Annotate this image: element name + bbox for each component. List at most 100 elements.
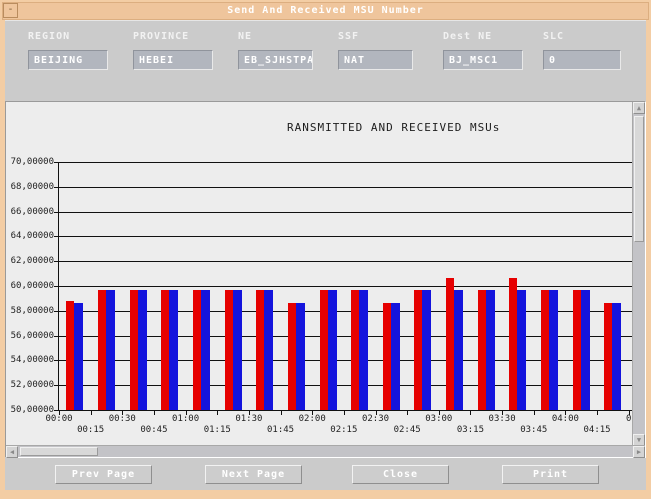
bar-received <box>295 302 305 410</box>
gridline <box>59 186 633 188</box>
scroll-left-icon[interactable]: ◀ <box>6 446 18 458</box>
form-group-ssf: SSF NAT <box>338 31 428 70</box>
province-field[interactable]: HEBEI <box>133 50 213 70</box>
window-menu-button[interactable]: - <box>3 3 18 18</box>
bar-transmitted <box>224 290 233 410</box>
form-group-region: REGION BEIJING <box>28 31 118 70</box>
form-group-slc: SLC 0 <box>543 31 633 70</box>
y-axis-tick <box>54 211 58 213</box>
x-axis-tick <box>185 411 187 415</box>
gridline <box>59 261 633 263</box>
ne-label: NE <box>238 31 253 42</box>
bar-transmitted <box>382 302 391 410</box>
y-axis-tick <box>54 385 58 387</box>
ssf-label: SSF <box>338 31 360 42</box>
gridline <box>59 286 633 287</box>
bar-transmitted <box>446 277 455 410</box>
ne-field[interactable]: EB_SJHSTPA <box>238 50 313 70</box>
x-axis-tick <box>565 411 567 415</box>
next-page-button[interactable]: Next Page <box>205 465 302 484</box>
vertical-scrollbar[interactable]: ▲ ▼ <box>632 102 645 446</box>
x-axis-tick <box>248 411 250 415</box>
horizontal-scrollbar-thumb[interactable] <box>20 447 98 456</box>
y-axis-tick <box>54 335 58 337</box>
horizontal-scrollbar[interactable]: ◀ ▶ <box>6 445 645 458</box>
bar-received <box>390 302 400 410</box>
bar-received <box>580 290 590 410</box>
bar-received <box>612 302 622 410</box>
y-axis-label: 56,00000 <box>10 330 54 341</box>
x-axis-tick <box>90 411 92 415</box>
gridline <box>59 236 633 238</box>
y-axis-tick <box>54 286 58 287</box>
gridline <box>59 310 633 312</box>
y-axis-label: 60,00000 <box>10 281 54 291</box>
bar-transmitted <box>97 290 106 410</box>
x-axis-label: 00:30 <box>108 414 136 424</box>
bar-received <box>327 290 337 410</box>
bar-received <box>137 290 147 410</box>
x-axis-tick <box>628 411 630 415</box>
form-group-ne: NE EB_SJHSTPA <box>238 31 328 70</box>
bar-transmitted <box>256 290 265 410</box>
x-axis-tick <box>597 411 599 415</box>
region-label: REGION <box>28 31 71 42</box>
bar-transmitted <box>319 290 328 410</box>
window-titlebar[interactable]: Send And Received MSU Number <box>2 2 649 20</box>
y-axis-tick <box>54 410 58 411</box>
region-field[interactable]: BEIJING <box>28 50 108 70</box>
gridline <box>59 211 633 213</box>
scroll-right-icon[interactable]: ▶ <box>633 446 645 458</box>
dest-ne-field[interactable]: BJ_MSC1 <box>443 50 523 70</box>
bar-received <box>549 290 559 410</box>
window-title: Send And Received MSU Number <box>227 5 424 16</box>
x-axis-label: 03:45 <box>520 425 548 435</box>
y-axis-label: 70,00000 <box>10 157 54 167</box>
y-axis-tick <box>54 236 58 238</box>
y-axis-label: 62,00000 <box>10 256 54 267</box>
x-axis-label: 02:30 <box>361 414 390 424</box>
close-button[interactable]: Close <box>352 465 449 484</box>
bar-received <box>169 290 179 410</box>
chart-panel: RANSMITTED AND RECEIVED MSUs 70,00000 68,… <box>5 101 646 458</box>
vertical-scrollbar-thumb[interactable] <box>634 116 644 242</box>
bar-received <box>517 290 527 410</box>
bar-transmitted <box>161 290 170 410</box>
x-axis-tick <box>470 411 472 415</box>
x-axis-tick <box>312 411 314 415</box>
bar-received <box>105 290 115 410</box>
x-axis-label: 01:00 <box>172 414 200 424</box>
x-axis-label: 04:00 <box>551 414 579 424</box>
bar-received <box>232 290 242 410</box>
x-axis-tick <box>438 411 440 415</box>
ssf-field[interactable]: NAT <box>338 50 413 70</box>
y-axis-label: 64,00000 <box>10 231 54 242</box>
y-axis-label: 54,00000 <box>10 355 54 366</box>
x-axis-label: 00:45 <box>140 425 168 435</box>
form-group-dest-ne: Dest NE BJ_MSC1 <box>443 31 533 70</box>
x-axis-label: 0 <box>625 414 632 424</box>
y-axis-label: 58,00000 <box>10 305 54 316</box>
bar-transmitted <box>509 277 518 410</box>
bar-transmitted <box>604 302 613 410</box>
x-axis-tick <box>407 411 409 415</box>
y-axis-label: 50,00000 <box>10 405 54 415</box>
x-axis-tick <box>280 411 282 415</box>
x-axis-tick <box>59 411 60 415</box>
chart-title: RANSMITTED AND RECEIVED MSUs <box>287 121 501 134</box>
x-axis-label: 03:15 <box>456 425 484 435</box>
prev-page-button[interactable]: Prev Page <box>55 465 152 484</box>
x-axis-tick <box>217 411 219 415</box>
bar-received <box>485 290 495 410</box>
bar-received <box>74 302 84 410</box>
y-axis-label: 68,00000 <box>10 181 54 192</box>
x-axis-tick <box>533 411 535 415</box>
bar-transmitted <box>66 301 75 410</box>
y-axis-label: 66,00000 <box>10 206 54 217</box>
form-group-province: PROVINCE HEBEI <box>133 31 223 70</box>
scroll-up-icon[interactable]: ▲ <box>633 102 645 114</box>
x-axis-label: 03:00 <box>425 414 453 424</box>
chart-area: RANSMITTED AND RECEIVED MSUs 70,00000 68,… <box>6 102 633 446</box>
slc-field[interactable]: 0 <box>543 50 621 70</box>
print-button[interactable]: Print <box>502 465 599 484</box>
